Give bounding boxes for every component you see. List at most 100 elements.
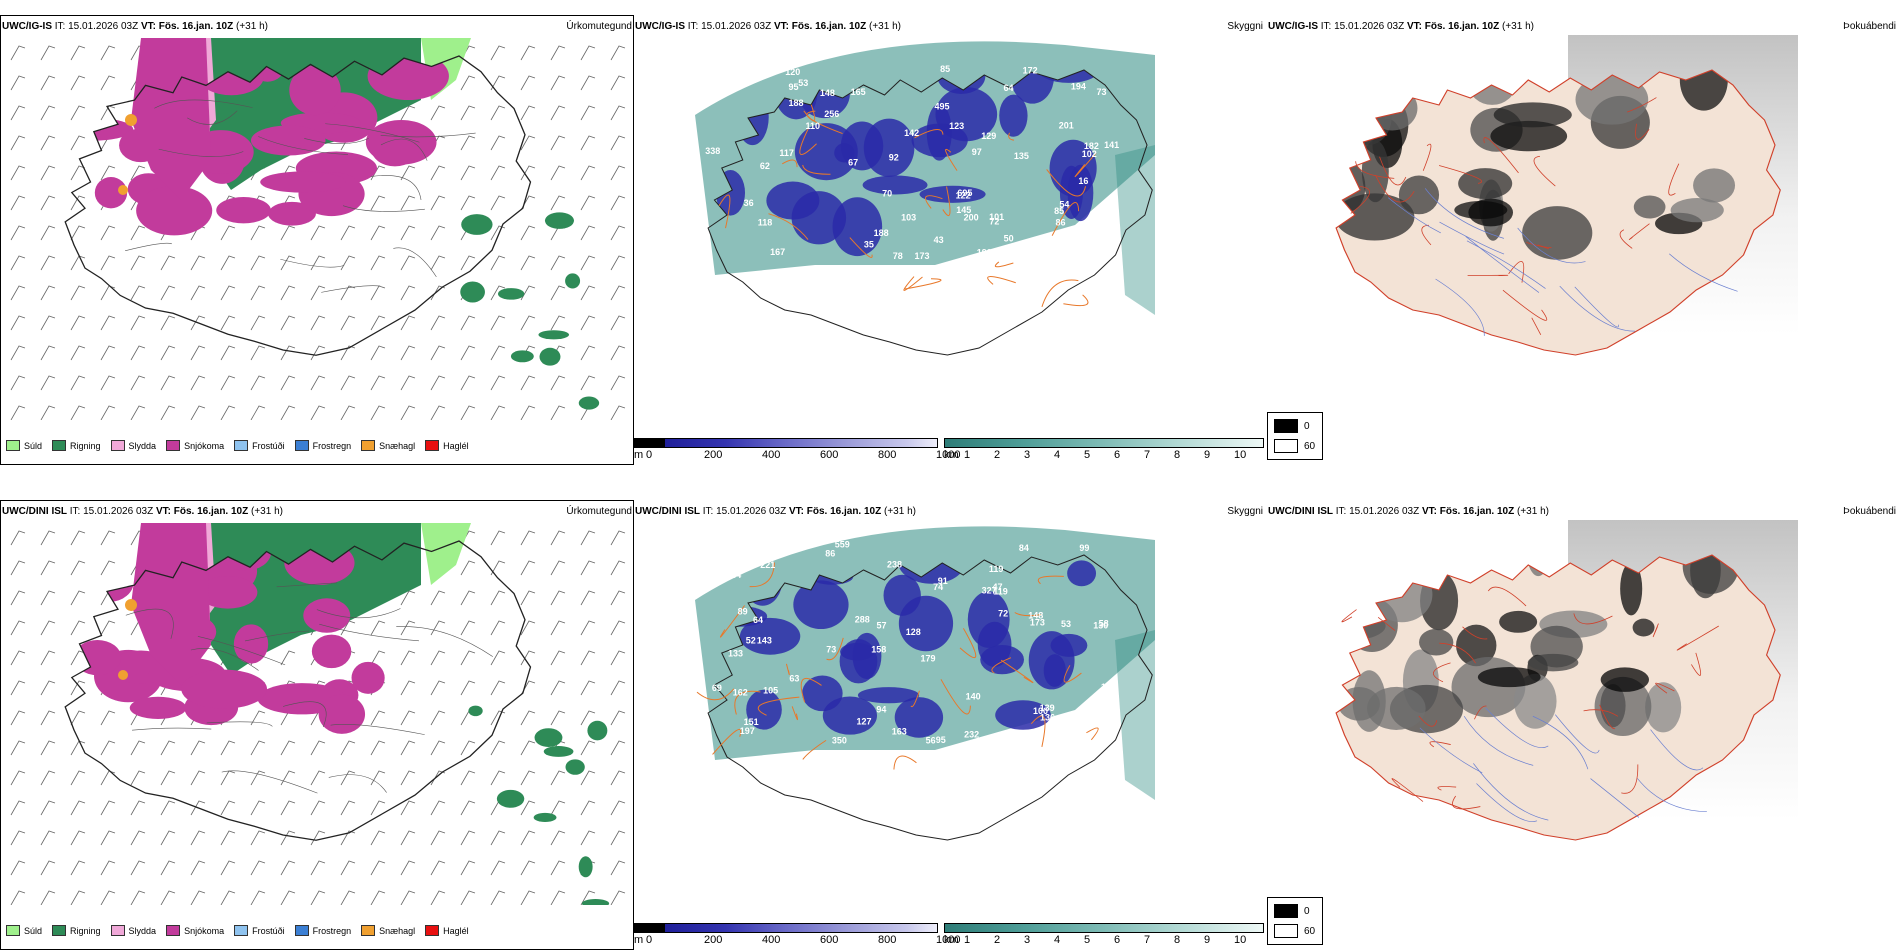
legend-label: Frostúði xyxy=(252,925,285,936)
ceiling-value: 162 xyxy=(733,687,748,697)
ceiling-value: 91 xyxy=(938,576,948,586)
wind-barb xyxy=(10,860,26,876)
wind-barb xyxy=(520,890,536,905)
wind-barb xyxy=(520,375,536,391)
ceiling-value: 160 xyxy=(1101,682,1116,692)
wind-barb xyxy=(580,45,596,61)
wind-barb xyxy=(280,315,296,331)
wind-barb xyxy=(250,255,266,271)
wind-barb xyxy=(550,195,566,211)
inland-line xyxy=(244,630,310,642)
wind-barb xyxy=(370,405,386,420)
wind-barb xyxy=(10,255,26,271)
precip-legend-item: Snjókoma xyxy=(166,925,224,936)
ceiling-value: 139 xyxy=(1040,703,1055,713)
ceiling-value: 164 xyxy=(726,570,741,580)
wind-barb xyxy=(250,225,266,241)
wind-barb xyxy=(250,890,266,905)
visibility-tick: 3 xyxy=(1024,934,1031,946)
wind-barb xyxy=(100,740,116,756)
ceiling-value: 57 xyxy=(877,621,887,631)
visibility-tick: 4 xyxy=(1054,449,1061,461)
visibility-tick: 7 xyxy=(1144,934,1151,946)
wind-barb xyxy=(10,345,26,361)
inland-line xyxy=(206,721,273,727)
wind-barb xyxy=(190,770,206,786)
ceiling-value: 188 xyxy=(874,228,889,238)
river xyxy=(1388,197,1441,234)
visibility-tick: 10 xyxy=(1234,449,1247,461)
rain-cell xyxy=(539,347,561,366)
road xyxy=(1074,152,1097,178)
wind-barb xyxy=(520,255,536,271)
inland-line xyxy=(380,138,428,161)
ceiling-value: 327 xyxy=(982,586,997,596)
precip-legend-item: Rigning xyxy=(52,925,101,936)
wind-barb xyxy=(40,255,56,271)
road xyxy=(893,755,917,770)
visibility-tick: 9 xyxy=(1204,449,1211,461)
road xyxy=(1439,642,1476,664)
wind-barb xyxy=(280,255,296,271)
wind-barb xyxy=(70,860,86,876)
wind-barb xyxy=(610,530,626,546)
wind-barb xyxy=(430,590,446,606)
wind-barb xyxy=(40,135,56,151)
panel-header: UWC/IG-IS IT: 15.01.2026 03Z VT: Fös. 16… xyxy=(635,21,901,33)
road xyxy=(1621,764,1639,794)
ceiling-value: 197 xyxy=(740,726,755,736)
visibility-tick: 10 xyxy=(1234,934,1247,946)
legend-label: Haglél xyxy=(443,440,469,451)
wind-barb xyxy=(610,860,626,876)
road xyxy=(1063,665,1082,683)
wind-barb xyxy=(160,405,176,420)
wind-barb xyxy=(340,225,356,241)
wind-barb xyxy=(610,680,626,696)
wind-barb xyxy=(460,105,476,121)
ceiling-cell xyxy=(999,94,1028,137)
road xyxy=(1676,625,1719,651)
wind-barb xyxy=(40,105,56,121)
wind-barb xyxy=(40,195,56,211)
wind-barb xyxy=(340,255,356,271)
wind-barb xyxy=(40,590,56,606)
wind-barb xyxy=(40,620,56,636)
ceiling-value: 158 xyxy=(871,645,886,655)
road xyxy=(1628,223,1650,240)
fog-index-cell xyxy=(1371,566,1433,623)
fog-index-cell xyxy=(1477,666,1541,688)
wind-barb xyxy=(580,710,596,726)
init-time: IT: 15.01.2026 03Z xyxy=(54,21,139,32)
road xyxy=(1487,586,1527,607)
wind-barb xyxy=(280,285,296,301)
wind-barb xyxy=(430,860,446,876)
wind-barb xyxy=(310,405,326,420)
wind-barb xyxy=(490,710,506,726)
legend-label: Snjókoma xyxy=(184,925,225,936)
road xyxy=(802,739,827,760)
road xyxy=(1599,704,1616,730)
fog-index-cell xyxy=(1633,195,1666,219)
wind-barb xyxy=(460,255,476,271)
wind-barb xyxy=(250,345,266,361)
inland-line xyxy=(325,123,420,143)
wind-barb xyxy=(40,530,56,546)
precip-legend-item: Frostúði xyxy=(234,440,285,451)
river xyxy=(1637,778,1707,813)
wind-barb xyxy=(490,830,506,846)
ceiling-value: 123 xyxy=(949,121,964,131)
ceiling-value: 72 xyxy=(989,217,999,227)
precip-legend-item: Snjókoma xyxy=(166,440,224,451)
ceiling-value: 95 xyxy=(936,735,946,745)
wind-barb xyxy=(460,830,476,846)
panel-header: UWC/DINI ISL IT: 15.01.2026 03Z VT: Fös.… xyxy=(2,506,283,518)
wind-barb xyxy=(10,710,26,726)
wind-barb xyxy=(70,560,86,576)
legend-label: Slydda xyxy=(128,440,157,451)
precip-legend-item: Slydda xyxy=(110,925,156,936)
panel-title: Úrkomutegund xyxy=(566,506,632,517)
ceiling-value: 73 xyxy=(1096,87,1106,97)
snow-pellet-cell xyxy=(125,114,137,126)
wind-barb xyxy=(610,45,626,61)
snow-pellet-cell xyxy=(125,599,137,611)
